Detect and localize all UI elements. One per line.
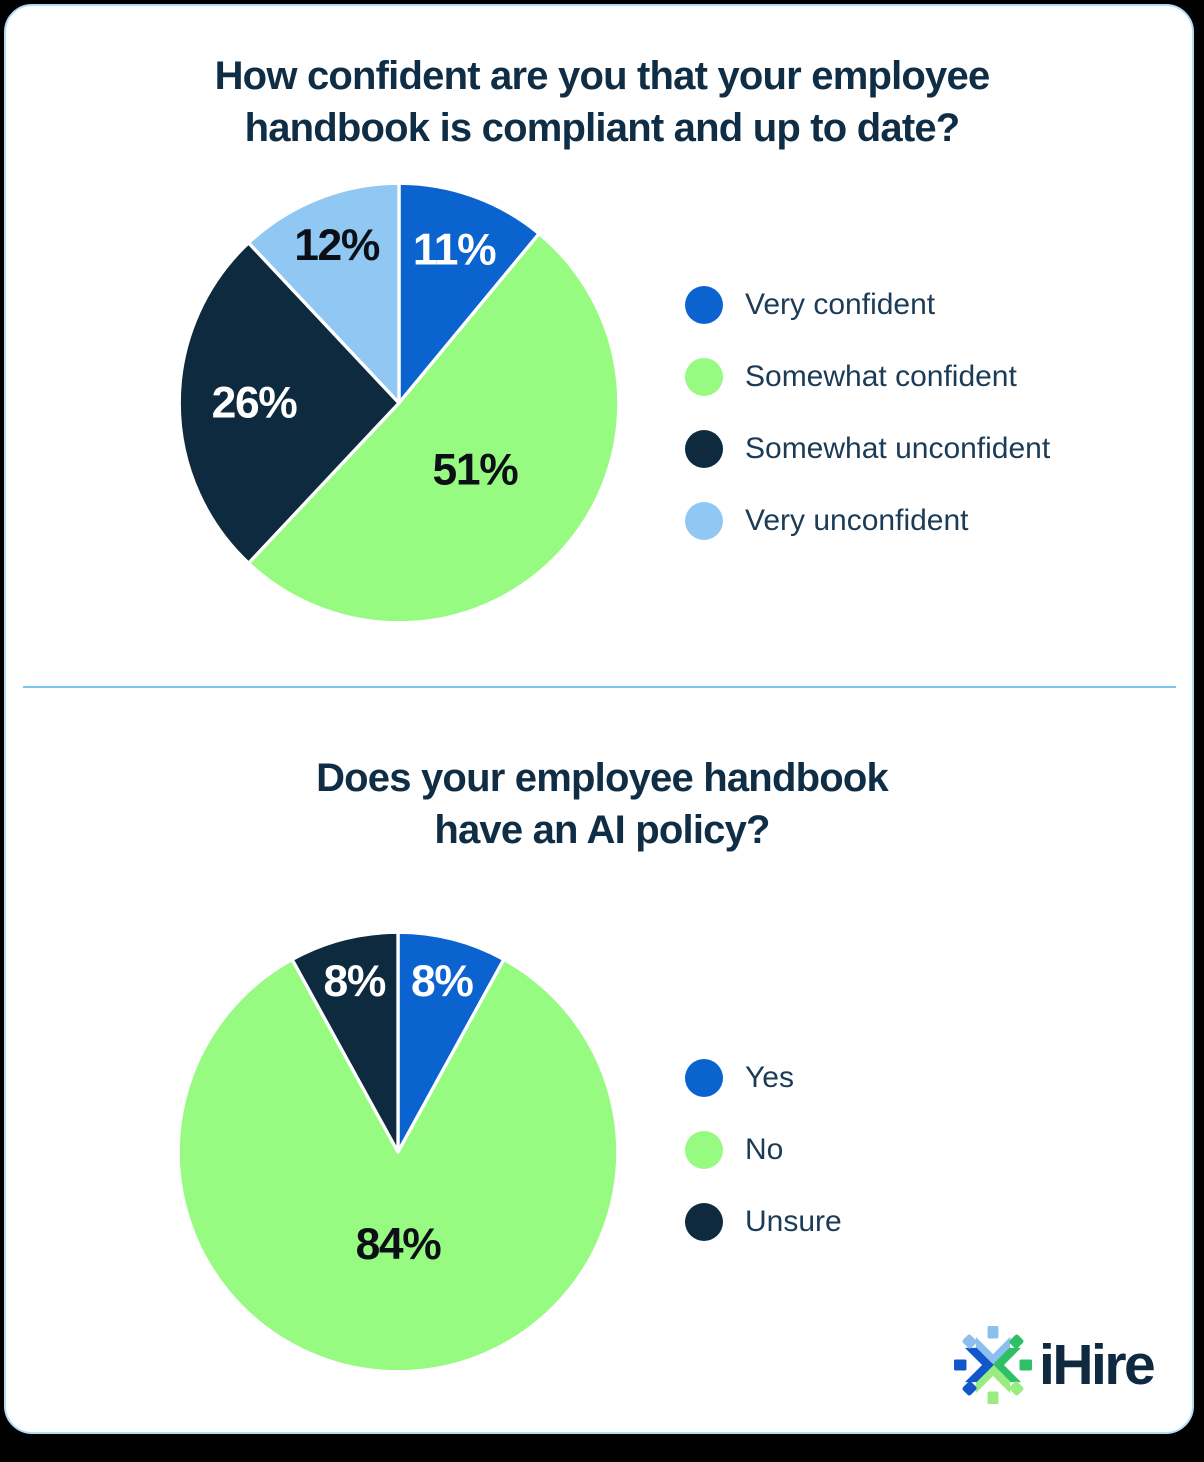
legend-swatch-no — [685, 1131, 723, 1169]
pie-slice-very-unconfident — [246, 181, 401, 405]
pie-svg: 11% 51% 26% 12% — [177, 181, 621, 625]
ihire-logo-icon — [954, 1326, 1032, 1404]
legend-label: Somewhat unconfident — [745, 432, 1051, 465]
slice-label-very-unconfident: 12% — [294, 221, 380, 270]
legend-item-no: No — [685, 1114, 842, 1186]
pie-slice-somewhat-unconfident — [177, 241, 401, 565]
legend-item-yes: Yes — [685, 1042, 842, 1114]
title-line: How confident are you that your employee — [214, 54, 991, 98]
ihire-logo-text: iHire — [1039, 1333, 1156, 1397]
legend-swatch-somewhat-unconfident — [685, 430, 723, 468]
slice-label-unsure: 8% — [324, 957, 386, 1006]
pie-slice-unsure — [290, 930, 400, 1154]
legend-item-unsure: Unsure — [685, 1186, 842, 1258]
legend-swatch-yes — [685, 1059, 723, 1097]
slice-label-very-confident: 11% — [413, 226, 496, 275]
title-line: have an AI policy? — [434, 808, 770, 852]
title-line: Does your employee handbook — [316, 756, 889, 800]
confidence-chart-title: How confident are you that your employee… — [0, 50, 1204, 154]
title-line: handbook is compliant and up to date? — [244, 106, 961, 150]
legend-swatch-very-unconfident — [685, 502, 723, 540]
legend-swatch-unsure — [685, 1203, 723, 1241]
legend-label: Very unconfident — [745, 504, 969, 537]
slice-label-somewhat-confident: 51% — [432, 445, 518, 494]
slice-label-somewhat-unconfident: 26% — [212, 379, 298, 428]
legend-label: Very confident — [745, 288, 936, 321]
section-divider — [23, 686, 1176, 688]
legend-swatch-very-confident — [685, 286, 723, 324]
legend-item-very-unconfident: Very unconfident — [685, 485, 1050, 557]
legend-label: Yes — [745, 1061, 794, 1094]
pie-svg: 8% 84% 8% — [176, 930, 620, 1374]
pie-slice-very-confident — [397, 181, 541, 405]
confidence-pie-chart: 11% 51% 26% 12% — [177, 181, 621, 625]
ai-policy-chart-title: Does your employee handbook have an AI po… — [0, 752, 1204, 856]
legend-swatch-somewhat-confident — [685, 358, 723, 396]
pie-slice-yes — [396, 930, 506, 1154]
ihire-logo: iHire — [954, 1326, 1156, 1404]
legend-item-somewhat-confident: Somewhat confident — [685, 341, 1050, 413]
legend-label: Somewhat confident — [745, 360, 1017, 393]
legend-label: No — [745, 1133, 784, 1166]
confidence-legend: Very confident Somewhat confident Somewhat… — [685, 269, 1050, 557]
slice-label-yes: 8% — [411, 957, 473, 1006]
legend-item-somewhat-unconfident: Somewhat unconfident — [685, 413, 1050, 485]
pie-slice-somewhat-confident — [246, 231, 621, 625]
ai-policy-pie-chart: 8% 84% 8% — [176, 930, 620, 1374]
ai-policy-legend: Yes No Unsure — [685, 1042, 842, 1258]
pie-slice-no — [176, 957, 620, 1374]
legend-label: Unsure — [745, 1205, 842, 1238]
slice-label-no: 84% — [356, 1220, 442, 1269]
legend-item-very-confident: Very confident — [685, 269, 1050, 341]
